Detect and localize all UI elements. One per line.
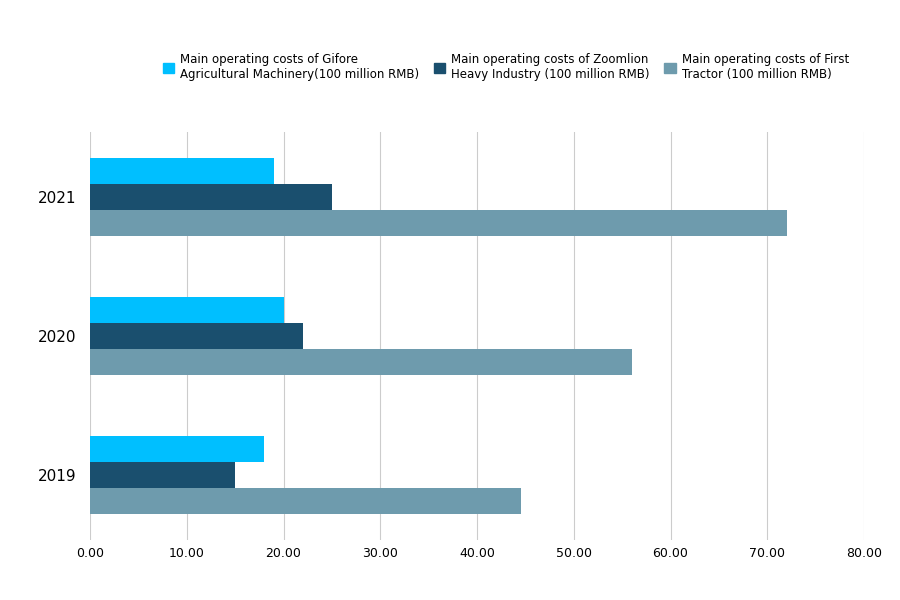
- Bar: [90, 462, 235, 488]
- Bar: [90, 323, 302, 349]
- Bar: [90, 297, 284, 323]
- Bar: [90, 488, 520, 514]
- Bar: [90, 184, 332, 210]
- Bar: [90, 158, 274, 184]
- Bar: [90, 210, 787, 236]
- Legend: Main operating costs of Gifore
Agricultural Machinery(100 million RMB), Main ope: Main operating costs of Gifore Agricultu…: [158, 48, 853, 86]
- Bar: [90, 349, 632, 375]
- Bar: [90, 436, 265, 462]
